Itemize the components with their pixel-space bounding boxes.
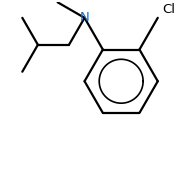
Text: N: N [80,11,89,24]
Text: Cl: Cl [162,3,175,16]
